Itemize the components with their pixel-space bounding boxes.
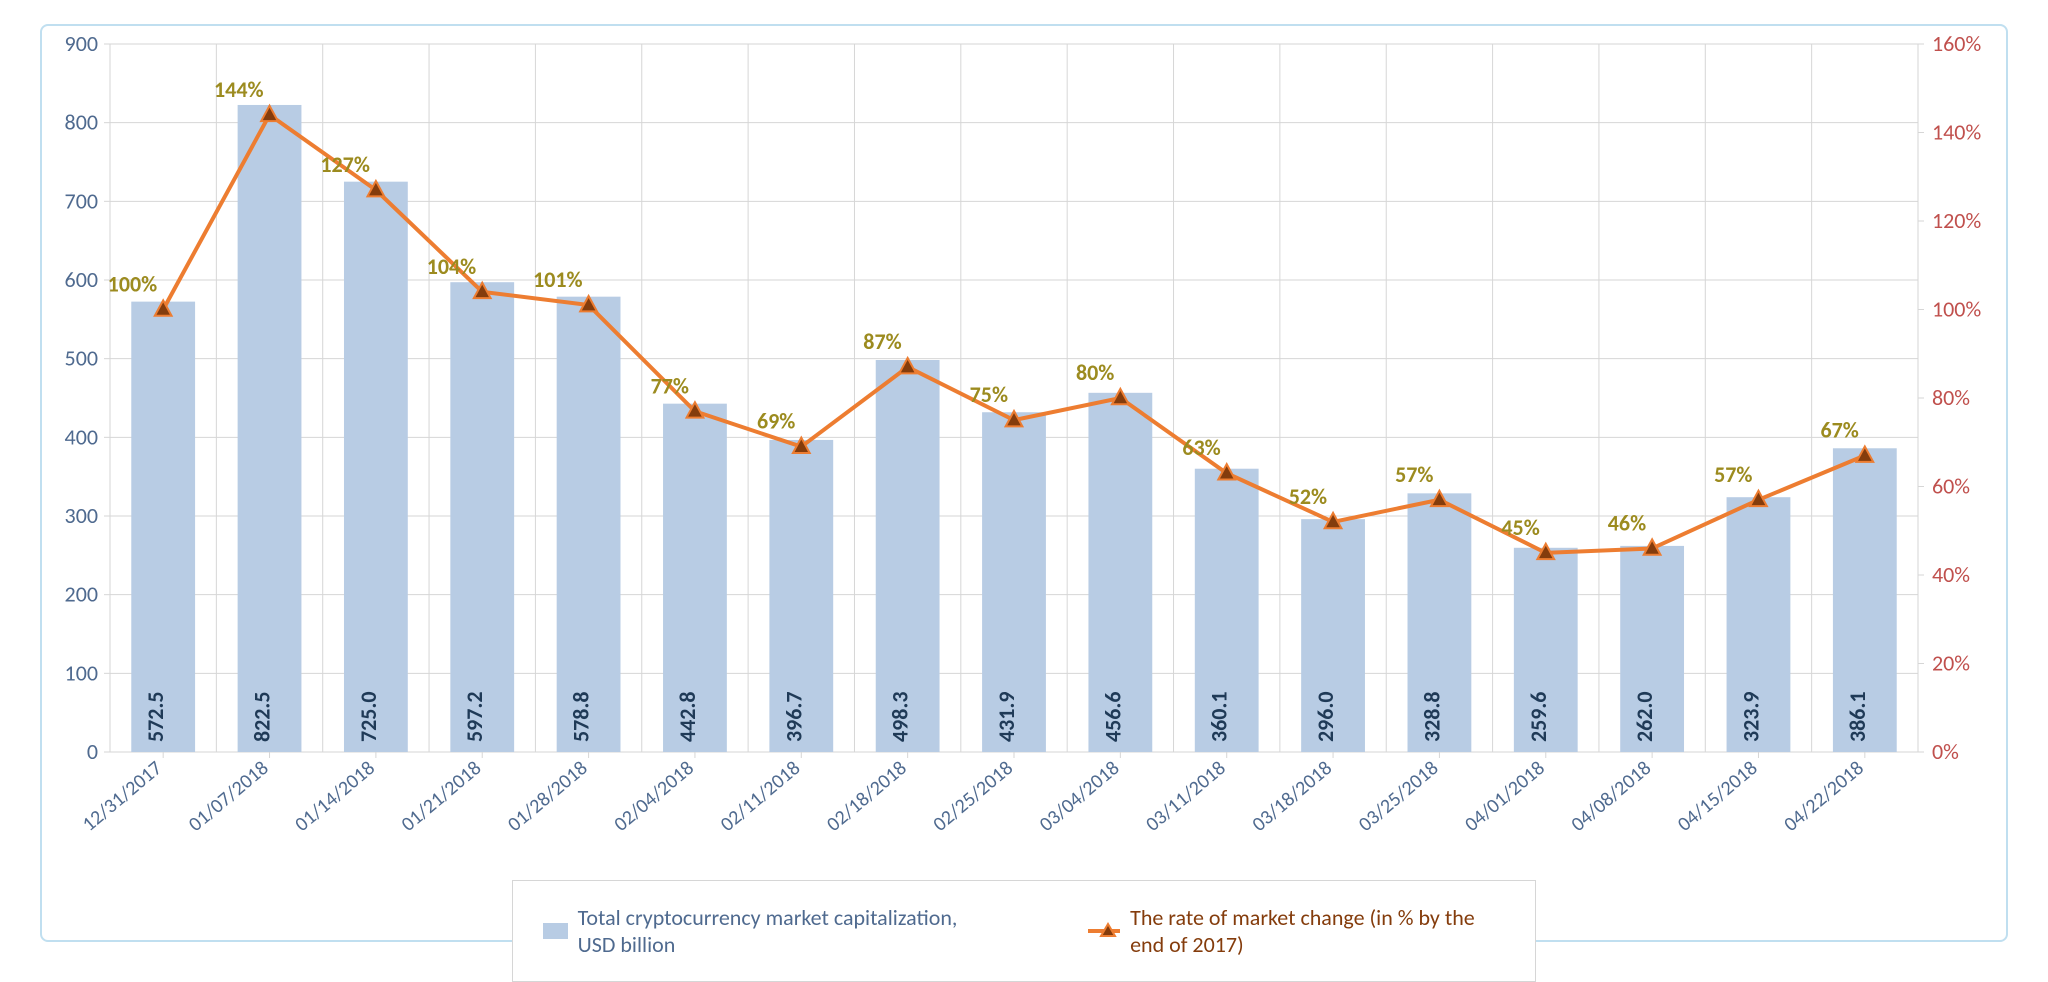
legend: Total cryptocurrency market capitalizati… <box>512 880 1536 982</box>
chart-container: 572.5822.5725.0597.2578.8442.8396.7498.3… <box>0 0 2048 982</box>
chart-border <box>40 24 2008 942</box>
legend-swatch-bar-icon <box>543 923 568 939</box>
legend-label-bars: Total cryptocurrency market capitalizati… <box>578 904 968 958</box>
legend-label-line: The rate of market change (in % by the e… <box>1130 904 1505 958</box>
legend-item-bars: Total cryptocurrency market capitalizati… <box>543 904 968 958</box>
legend-swatch-line-icon <box>1088 922 1120 940</box>
legend-item-line: The rate of market change (in % by the e… <box>1088 904 1505 958</box>
